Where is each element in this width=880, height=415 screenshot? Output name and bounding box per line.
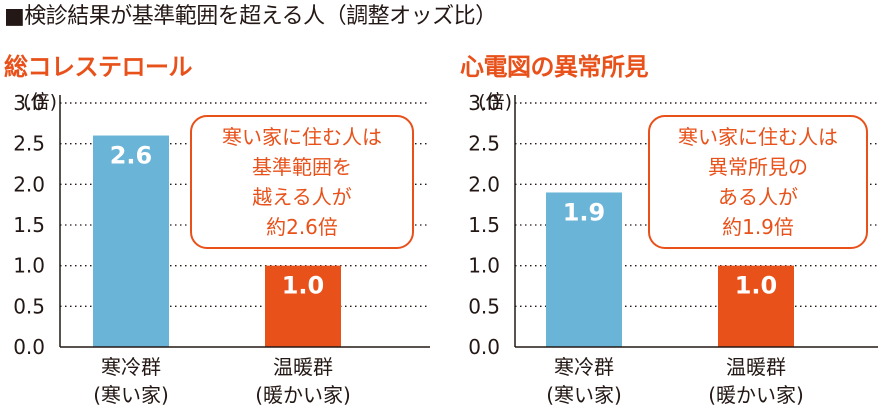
ecg-annotation-text: 寒い家に住む人は bbox=[678, 125, 838, 149]
ecg-category-label: (寒い家) bbox=[546, 383, 622, 407]
cholesterol-bar-cold bbox=[93, 135, 169, 347]
chart-title-cholesterol: 総コレステロール bbox=[4, 53, 193, 81]
ecg-y-unit: (倍) bbox=[478, 91, 512, 113]
ecg-annotation-text: ある人が bbox=[718, 185, 798, 209]
cholesterol-annotation-box bbox=[190, 115, 414, 249]
cholesterol-bar-warm bbox=[265, 265, 341, 347]
ecg-annotation-text: 異常所見の bbox=[708, 155, 808, 179]
cholesterol-category-label: 温暖群 bbox=[273, 355, 333, 379]
cholesterol-y-tick-label: 0.5 bbox=[13, 294, 45, 318]
cholesterol-bar-value-label: 2.6 bbox=[110, 142, 153, 170]
ecg-bar-value-label: 1.9 bbox=[563, 198, 606, 226]
cholesterol-y-tick-label: 2.5 bbox=[13, 132, 45, 156]
page-headline: ■検診結果が基準範囲を超える人（調整オッズ比） bbox=[4, 4, 497, 29]
cholesterol-bar-value-label: 1.0 bbox=[282, 272, 325, 300]
cholesterol-category-label: 寒冷群 bbox=[101, 355, 161, 379]
cholesterol-y-tick-label: 1.0 bbox=[13, 254, 45, 278]
cholesterol-y-tick-label: 2.0 bbox=[13, 172, 45, 196]
ecg-annotation-text: 約1.9倍 bbox=[722, 215, 794, 239]
cholesterol-y-unit: (倍) bbox=[23, 91, 57, 113]
ecg-category-label: 寒冷群 bbox=[554, 355, 614, 379]
ecg-annotation-box bbox=[648, 115, 868, 249]
cholesterol-y-tick-label: 0.0 bbox=[13, 335, 45, 359]
ecg-bar-cold bbox=[546, 192, 622, 347]
cholesterol-category-label: (暖かい家) bbox=[255, 383, 351, 407]
ecg-y-tick-label: 2.5 bbox=[468, 132, 500, 156]
ecg-category-label: 温暖群 bbox=[726, 355, 786, 379]
ecg-y-tick-label: 3.0 bbox=[468, 91, 500, 115]
ecg-y-tick-label: 2.0 bbox=[468, 172, 500, 196]
cholesterol-y-tick-label: 1.5 bbox=[13, 213, 45, 237]
ecg-y-tick-label: 0.5 bbox=[468, 294, 500, 318]
chart-title-ecg: 心電図の異常所見 bbox=[460, 53, 649, 81]
ecg-y-tick-label: 1.0 bbox=[468, 254, 500, 278]
ecg-y-tick-label: 1.5 bbox=[468, 213, 500, 237]
cholesterol-annotation-text: 越える人が bbox=[252, 185, 351, 209]
ecg-bar-warm bbox=[718, 265, 794, 347]
cholesterol-annotation-text: 約2.6倍 bbox=[266, 215, 338, 239]
ecg-category-label: (暖かい家) bbox=[708, 383, 804, 407]
cholesterol-category-label: (寒い家) bbox=[93, 383, 169, 407]
ecg-bar-value-label: 1.0 bbox=[735, 272, 778, 300]
ecg-y-tick-label: 0.0 bbox=[468, 335, 500, 359]
cholesterol-annotation-text: 寒い家に住む人は bbox=[222, 125, 382, 149]
cholesterol-y-tick-label: 3.0 bbox=[13, 91, 45, 115]
cholesterol-annotation-text: 基準範囲を bbox=[252, 155, 352, 179]
